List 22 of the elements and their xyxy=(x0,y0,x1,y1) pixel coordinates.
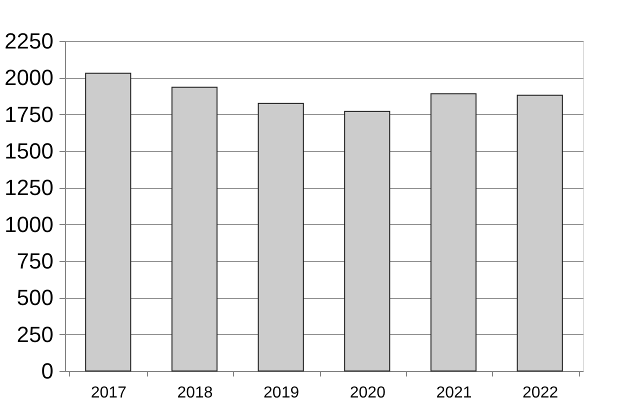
x-tick-label: 2022 xyxy=(522,384,558,402)
x-tick-label: 2017 xyxy=(90,384,127,402)
y-tick-label: 0 xyxy=(41,358,54,384)
x-tick-label: 2020 xyxy=(350,384,386,402)
bar xyxy=(516,94,563,372)
y-tick-label: 1000 xyxy=(4,212,54,237)
y-tick-label: 1500 xyxy=(4,138,54,164)
y-tick-label: 750 xyxy=(16,248,54,274)
y-tick-label: 250 xyxy=(16,322,54,347)
bar xyxy=(85,72,132,372)
y-tick-label: 2250 xyxy=(4,28,54,54)
bar xyxy=(171,86,218,372)
bar xyxy=(258,102,304,372)
bar xyxy=(344,110,390,372)
x-tick-label: 2018 xyxy=(177,384,213,402)
y-tick-label: 1750 xyxy=(4,102,54,127)
y-tick-label: 1250 xyxy=(4,175,54,200)
y-tick-label: 500 xyxy=(16,285,54,310)
x-tick-label: 2021 xyxy=(436,384,472,402)
bar xyxy=(430,93,477,372)
x-tick-label: 2019 xyxy=(264,384,300,402)
y-tick-label: 2000 xyxy=(4,65,54,90)
